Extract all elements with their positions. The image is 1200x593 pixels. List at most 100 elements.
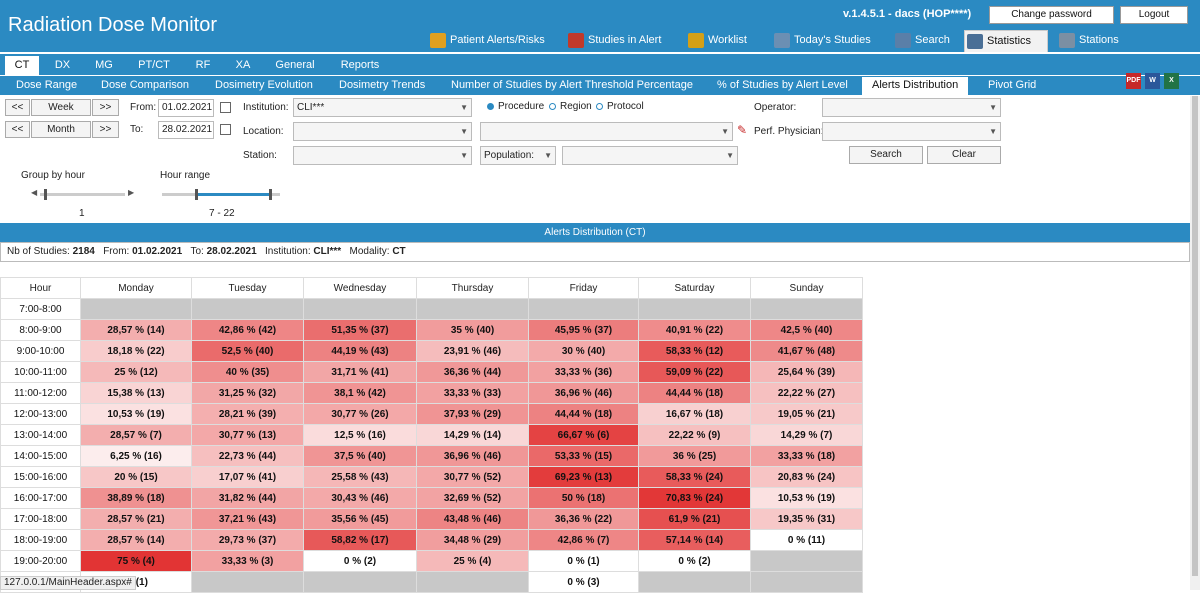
- to-date-input[interactable]: 28.02.2021: [158, 121, 214, 139]
- population-value-select[interactable]: ▼: [562, 146, 738, 165]
- nav-studies-in-alert[interactable]: Studies in Alert: [566, 30, 676, 52]
- word-export-icon[interactable]: W: [1145, 73, 1160, 89]
- operator-select[interactable]: ▼: [822, 98, 1001, 117]
- slider-right-arrow-icon[interactable]: ▶: [128, 188, 135, 197]
- chevron-down-icon: ▼: [726, 151, 734, 160]
- heatmap-cell: [750, 571, 863, 593]
- report-institution-label: Institution:: [265, 246, 311, 257]
- heatmap-cell: 22,73 % (44): [191, 445, 304, 467]
- nav-stations[interactable]: Stations: [1057, 30, 1137, 52]
- chevron-down-icon: ▼: [460, 103, 468, 112]
- heatmap-cell: 25,64 % (39): [750, 361, 863, 383]
- radio-icon: [549, 103, 556, 110]
- change-password-button[interactable]: Change password: [989, 6, 1114, 24]
- statistics-subtabs: Dose Range Dose Comparison Dosimetry Evolu…: [0, 76, 1200, 95]
- tab-pt-ct[interactable]: PT/CT: [138, 59, 170, 71]
- tab-mg[interactable]: MG: [95, 59, 113, 71]
- heatmap-cell: 45,95 % (37): [528, 319, 639, 341]
- heatmap-cell: [528, 298, 639, 320]
- next-week-button[interactable]: >>: [92, 99, 119, 116]
- tab-rf[interactable]: RF: [195, 59, 211, 71]
- heatmap-cell: 36,96 % (46): [416, 445, 529, 467]
- table-row: 9:00-10:00 18,18 % (22) 52,5 % (40) 44,19 %…: [0, 340, 863, 362]
- slider-left-arrow-icon[interactable]: ◀: [31, 188, 38, 197]
- excel-export-icon[interactable]: X: [1164, 73, 1179, 89]
- hour-cell: 19:00-20:00: [0, 550, 81, 572]
- hour-range-value: 7 - 22: [209, 208, 235, 219]
- subtab-dose-comparison[interactable]: Dose Comparison: [101, 79, 190, 91]
- subtab-dosimetry-evolution[interactable]: Dosimetry Evolution: [215, 79, 313, 91]
- station-label: Station:: [243, 150, 277, 161]
- location-select[interactable]: ▼: [293, 122, 472, 141]
- slider-handle[interactable]: [44, 189, 48, 200]
- scrollbar-thumb[interactable]: [1192, 96, 1198, 576]
- hour-range-end-handle[interactable]: [269, 189, 273, 200]
- tab-reports[interactable]: Reports: [340, 59, 380, 71]
- report-title: Alerts Distribution (CT): [0, 223, 1190, 242]
- nav-patient-alerts-risks[interactable]: Patient Alerts/Risks: [428, 30, 558, 52]
- tab-ct[interactable]: CT: [5, 56, 39, 75]
- subtab-dose-range[interactable]: Dose Range: [16, 79, 78, 91]
- procedure-radio[interactable]: Procedure: [487, 101, 544, 112]
- worklist-icon: [688, 33, 704, 48]
- pdf-export-icon[interactable]: PDF: [1126, 73, 1141, 89]
- heatmap-cell: 66,67 % (6): [528, 424, 639, 446]
- subtab-of-studies-by-alert-level[interactable]: % of Studies by Alert Level: [717, 79, 848, 91]
- station-select[interactable]: ▼: [293, 146, 472, 165]
- heatmap-cell: [638, 571, 751, 593]
- heatmap-cell: 30,77 % (26): [303, 403, 417, 425]
- logout-button[interactable]: Logout: [1120, 6, 1188, 24]
- heatmap-cell: 40 % (35): [191, 361, 304, 383]
- institution-label: Institution:: [243, 102, 289, 113]
- nav-worklist[interactable]: Worklist: [686, 30, 761, 52]
- protocol-radio[interactable]: Protocol: [596, 101, 644, 112]
- nav-search[interactable]: Search: [893, 30, 953, 52]
- clear-button[interactable]: Clear: [927, 146, 1001, 164]
- prev-month-button[interactable]: <<: [5, 121, 30, 138]
- table-header-row: Hour Monday Tuesday Wednesday Thursday Friday…: [0, 277, 863, 299]
- radio-icon: [596, 103, 603, 110]
- group-by-hour-slider[interactable]: [40, 193, 125, 196]
- next-month-button[interactable]: >>: [92, 121, 119, 138]
- procedure-select[interactable]: ▼: [480, 122, 733, 141]
- tab-general[interactable]: General: [275, 59, 315, 71]
- nav-today-s-studies[interactable]: Today's Studies: [772, 30, 882, 52]
- calendar-icon[interactable]: [220, 124, 231, 135]
- heatmap-cell: 28,57 % (7): [80, 424, 192, 446]
- table-row: 12:00-13:00 10,53 % (19) 28,21 % (39) 30,77…: [0, 403, 863, 425]
- population-select[interactable]: Population: ▼: [480, 146, 556, 165]
- tab-dx[interactable]: DX: [54, 59, 71, 71]
- heatmap-cell: 58,82 % (17): [303, 529, 417, 551]
- page-scrollbar[interactable]: [1190, 96, 1200, 590]
- subtab-alerts-distribution[interactable]: Alerts Distribution: [862, 77, 969, 95]
- subtab-pivot-grid[interactable]: Pivot Grid: [988, 79, 1037, 91]
- table-row: 15:00-16:00 20 % (15) 17,07 % (41) 25,58 % …: [0, 466, 863, 488]
- region-radio[interactable]: Region: [549, 101, 592, 112]
- tab-xa[interactable]: XA: [235, 59, 251, 71]
- hour-range-start-handle[interactable]: [195, 189, 199, 200]
- institution-select[interactable]: CLI*** ▼: [293, 98, 472, 117]
- heatmap-cell: 53,33 % (15): [528, 445, 639, 467]
- prev-week-button[interactable]: <<: [5, 99, 30, 116]
- heatmap-cell: 29,73 % (37): [191, 529, 304, 551]
- subtab-dosimetry-trends[interactable]: Dosimetry Trends: [339, 79, 426, 91]
- nav-statistics[interactable]: Statistics: [964, 30, 1048, 52]
- month-button[interactable]: Month: [31, 121, 91, 138]
- heatmap-cell: 33,33 % (33): [416, 382, 529, 404]
- physician-select[interactable]: ▼: [822, 122, 1001, 141]
- from-date-input[interactable]: 01.02.2021: [158, 99, 214, 117]
- calendar-icon[interactable]: [220, 102, 231, 113]
- nav-label: Worklist: [708, 34, 747, 46]
- week-button[interactable]: Week: [31, 99, 91, 116]
- hour-cell: 9:00-10:00: [0, 340, 81, 362]
- heatmap-cell: 35,56 % (45): [303, 508, 417, 530]
- search-button[interactable]: Search: [849, 146, 923, 164]
- clear-filter-icon[interactable]: ✎: [737, 123, 748, 137]
- nb-studies-label: Nb of Studies:: [7, 246, 70, 257]
- heatmap-cell: 38,89 % (18): [80, 487, 192, 509]
- app-title: Radiation Dose Monitor: [8, 14, 217, 36]
- heatmap-cell: 37,5 % (40): [303, 445, 417, 467]
- day-column-header: Sunday: [750, 277, 863, 299]
- subtab-number-of-studies-by-alert-threshold-percentage[interactable]: Number of Studies by Alert Threshold Per…: [451, 79, 693, 91]
- modality-tabs: CT DX MG PT/CT RF XA General Reports: [0, 54, 1200, 75]
